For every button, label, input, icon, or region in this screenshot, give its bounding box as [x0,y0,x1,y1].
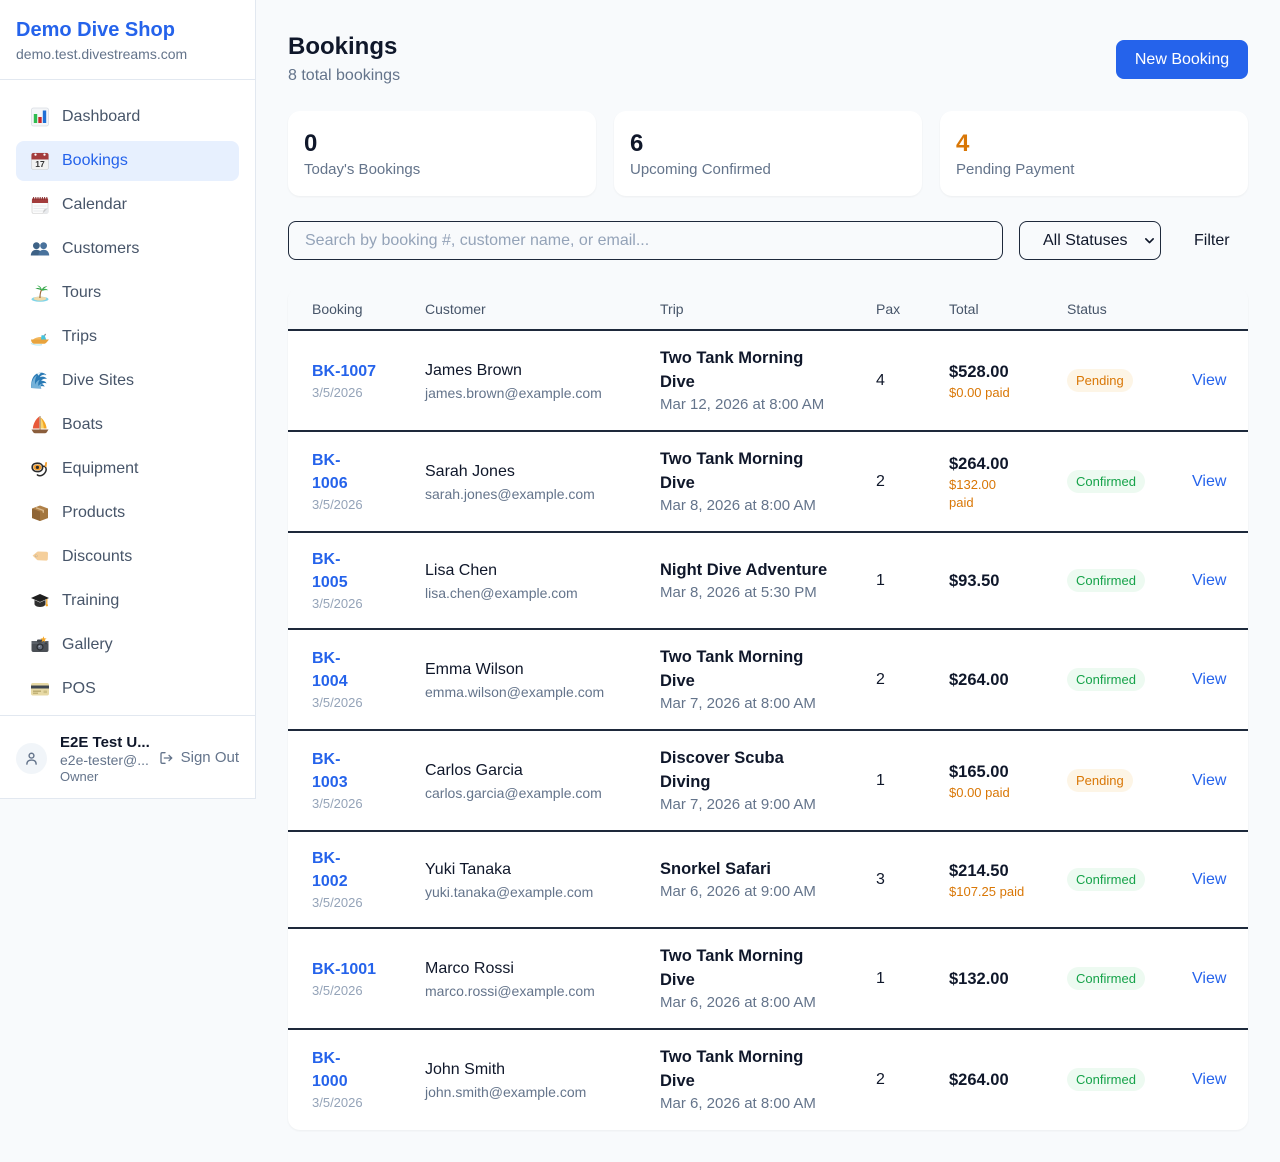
svg-text:17: 17 [35,159,45,169]
